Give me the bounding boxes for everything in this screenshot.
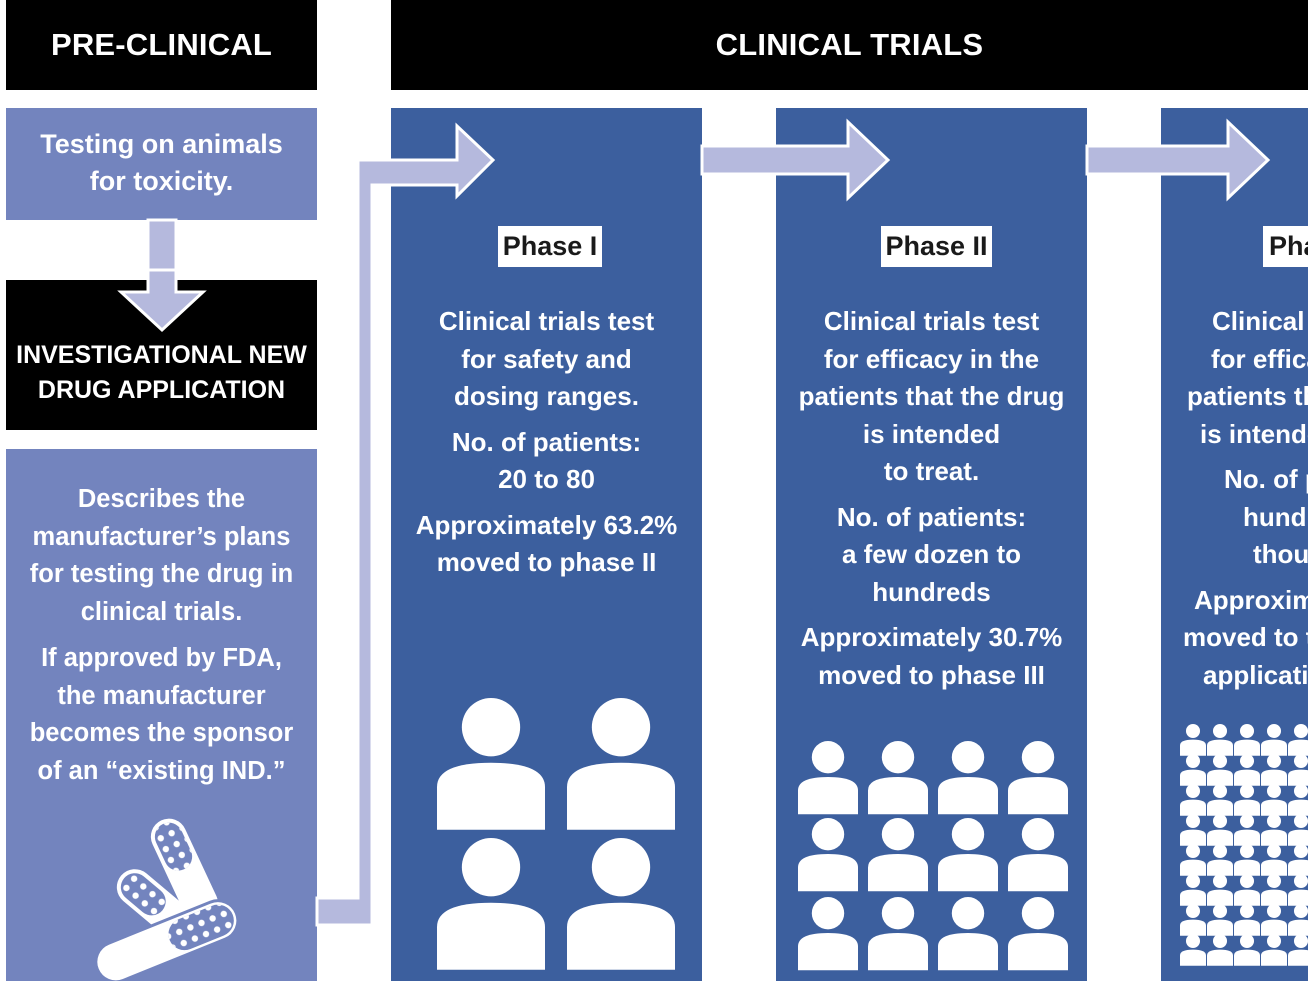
phase-3-label: Pha xyxy=(1263,226,1308,267)
phase-2-patients-line: hundreds xyxy=(872,576,991,607)
describes-text: Describes the manufacturer’s plans for t… xyxy=(6,481,317,631)
phase-2-patients-line: No. of patients: xyxy=(836,501,1027,532)
clinical-trials-header: CLINICAL TRIALS xyxy=(391,0,1308,90)
phase-1-moved-line: Approximately 63.2% xyxy=(415,509,678,540)
phase-2-desc-line: for efficacy in the xyxy=(823,343,1040,374)
phase-1-description: Clinical trials test for safety and dosi… xyxy=(391,303,702,416)
approval-line-1: If approved by FDA, xyxy=(41,644,282,672)
phase-1-patients-line: 20 to 80 xyxy=(498,464,595,494)
phase-3-patients-line: hund xyxy=(1243,501,1307,532)
clinical-trials-header-label: CLINICAL TRIALS xyxy=(715,27,984,62)
phase-1-patients-line: No. of patients: xyxy=(451,426,642,457)
ind-box: INVESTIGATIONAL NEW DRUG APPLICATION xyxy=(6,280,317,430)
phase-3-text: Clinical for effica patients th is inten… xyxy=(1161,303,1308,694)
testing-box: Testing on animals for toxicity. xyxy=(6,108,317,220)
preclinical-header-label: PRE-CLINICAL xyxy=(50,27,273,62)
phase-3-moved-line: moved to t xyxy=(1183,622,1308,652)
phase-3-desc-line: for effica xyxy=(1211,343,1308,374)
phase-3-desc-line: Clinical xyxy=(1212,306,1305,336)
describes-line-1: Describes the xyxy=(77,485,246,513)
phase-2-moved: Approximately 30.7% moved to phase III xyxy=(776,619,1087,694)
phase-2-moved-line: Approximately 30.7% xyxy=(800,622,1063,652)
phase-2-text: Clinical trials test for efficacy in the… xyxy=(776,303,1087,694)
approval-line-3: becomes the sponsor xyxy=(29,719,294,747)
phase-2-patients: No. of patients: a few dozen to hundreds xyxy=(776,499,1087,612)
phase-3-patients-line: No. of p xyxy=(1224,464,1308,494)
phase-3-desc-line: is intende xyxy=(1200,418,1308,449)
phase-3-patients-line: thou xyxy=(1253,539,1308,569)
approval-text: If approved by FDA, the manufacturer bec… xyxy=(6,640,317,790)
phase-2-label: Phase II xyxy=(881,226,992,267)
phase-1-moved: Approximately 63.2% moved to phase II xyxy=(391,507,702,582)
phase-3-moved-line: applicatio xyxy=(1203,659,1308,690)
phase-2-desc-line: is intended xyxy=(862,418,1001,449)
phase-3-moved: Approxim moved to t applicatio xyxy=(1161,582,1308,695)
phase-1-patients: No. of patients: 20 to 80 xyxy=(391,424,702,499)
phase-2-desc-line: to treat. xyxy=(883,456,980,486)
describes-line-2: manufacturer’s plans xyxy=(32,522,291,551)
phase-1-label-text: Phase I xyxy=(502,231,598,261)
approval-line-2: the manufacturer xyxy=(57,681,266,710)
phase-2-patients-line: a few dozen to xyxy=(841,539,1022,569)
phase-1-moved-line: moved to phase II xyxy=(436,547,657,577)
phase-2-label-text: Phase II xyxy=(885,231,988,261)
phase-3-desc-line: patients th xyxy=(1187,381,1308,411)
approval-line-4: of an “existing IND.” xyxy=(37,756,286,785)
describes-line-3: for testing the drug in xyxy=(29,560,294,588)
phase-2-description: Clinical trials test for efficacy in the… xyxy=(776,303,1087,491)
phase-1-desc-line: dosing ranges. xyxy=(454,381,639,411)
phase-2-desc-line: Clinical trials test xyxy=(823,306,1040,336)
phase-3-label-text: Pha xyxy=(1269,231,1308,261)
ind-title-line-1: INVESTIGATIONAL NEW xyxy=(16,341,307,369)
phase-1-label: Phase I xyxy=(498,226,602,267)
phase-3-moved-line: Approxim xyxy=(1194,584,1308,615)
testing-text-line-1: Testing on animals xyxy=(40,129,283,159)
phase-3-patients: No. of p hund thou xyxy=(1161,461,1308,574)
phase-1-text: Clinical trials test for safety and dosi… xyxy=(391,303,702,582)
phase-1-desc-line: for safety and xyxy=(461,343,632,374)
phase-1-desc-line: Clinical trials test xyxy=(438,306,655,336)
phase-2-moved-line: moved to phase III xyxy=(818,659,1045,690)
pills-icon xyxy=(94,818,240,981)
preclinical-header: PRE-CLINICAL xyxy=(6,0,317,90)
testing-text-line-2: for toxicity. xyxy=(89,166,234,196)
describes-line-4: clinical trials. xyxy=(80,597,243,626)
ind-title-line-2: DRUG APPLICATION xyxy=(37,376,286,404)
phase-3-description: Clinical for effica patients th is inten… xyxy=(1161,303,1308,453)
phase-2-desc-line: patients that the drug xyxy=(798,381,1065,411)
